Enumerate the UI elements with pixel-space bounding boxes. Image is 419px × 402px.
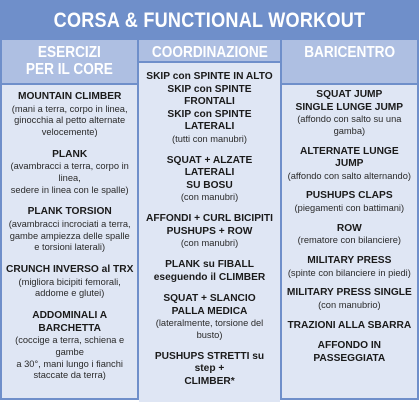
exercise-name: CLIMBER* <box>184 376 235 388</box>
exercise-name: ALTERNATE LUNGE JUMP <box>299 145 399 170</box>
exercise-name: PLANK <box>52 148 88 160</box>
exercise-item: AFFONDI + CURL BICIPITI PUSHUPS + ROW (con… <box>143 213 275 250</box>
exercise-description: e torsioni laterali) <box>34 242 106 253</box>
exercise-item: SQUAT JUMP SINGLE LUNGE JUMP (affondo con … <box>286 89 413 138</box>
column-body-coordinazione: SKIP con SPINTE IN ALTO SKIP con SPINTE F… <box>139 63 280 402</box>
exercise-description: staccate da terra) <box>33 370 106 381</box>
exercise-item: PLANK TORSION (avambracci incrociati a te… <box>6 206 133 254</box>
exercise-name: TRAZIONI ALLA SBARRA <box>287 319 412 331</box>
exercise-item: ROW (rematore con bilanciere) <box>286 223 413 247</box>
exercise-item: CRUNCH INVERSO al TRX (migliora bicipiti … <box>6 264 133 300</box>
page-title: CORSA & FUNCTIONAL WORKOUT <box>53 9 366 32</box>
exercise-description: ginocchia al petto alternate <box>14 115 126 126</box>
exercise-name: ROW <box>336 222 362 234</box>
exercise-item: PUSHUPS CLAPS (piegamenti con battimani) <box>286 190 413 214</box>
exercise-description: (rematore con bilanciere) <box>297 235 401 246</box>
exercise-name: CRUNCH INVERSO al TRX <box>6 264 134 276</box>
exercise-description: (avambracci incrociati a terra, <box>8 219 131 229</box>
exercise-name: MILITARY PRESS <box>307 255 392 267</box>
exercise-item: SQUAT + ALZATE LATERALI SU BOSU (con manub… <box>143 155 275 204</box>
column-core: ESERCIZI PER IL CORE MOUNTAIN CLIMBER (man… <box>2 40 138 398</box>
exercise-table: ESERCIZI PER IL CORE MOUNTAIN CLIMBER (man… <box>2 40 417 402</box>
column-coordinazione: COORDINAZIONE SKIP con SPINTE IN ALTO SKI… <box>139 40 280 402</box>
exercise-name: SKIP con SPINTE LATERALI <box>167 108 252 133</box>
column-header-line: BARICENTRO <box>303 44 395 61</box>
exercise-item: MILITARY PRESS SINGLE (con manubrio) <box>286 287 413 311</box>
exercise-item: SQUAT + SLANCIO PALLA MEDICA (lateralmente… <box>143 293 275 342</box>
exercise-name: PLANK TORSION <box>27 206 112 218</box>
exercise-name: PUSHUPS STRETTI su step + <box>154 350 265 375</box>
exercise-item: ALTERNATE LUNGE JUMP (affondo con salto a… <box>286 146 413 183</box>
exercise-name: MILITARY PRESS SINGLE <box>286 287 412 299</box>
exercise-name: PALLA MEDICA <box>171 305 248 317</box>
exercise-item: ADDOMINALI A BARCHETTA (coccige a terra, … <box>6 310 133 382</box>
exercise-name: PUSHUPS CLAPS <box>306 190 393 202</box>
exercise-description: (con manubrio) <box>318 299 381 310</box>
column-header-line: COORDINAZIONE <box>151 44 268 61</box>
exercise-name: SQUAT JUMP <box>316 89 383 100</box>
exercise-name: SKIP con SPINTE FRONTALI <box>167 83 252 108</box>
exercise-item: SKIP con SPINTE IN ALTO SKIP con SPINTE F… <box>143 71 275 146</box>
exercise-name: SINGLE LUNGE JUMP <box>295 101 404 113</box>
exercise-name: PLANK su FIBALL <box>165 259 254 271</box>
exercise-description: (lateralmente, torsione del busto) <box>155 318 264 341</box>
exercise-name: PUSHUPS + ROW <box>166 225 253 237</box>
exercise-item: MOUNTAIN CLIMBER (mani a terra, corpo in … <box>6 91 133 139</box>
exercise-item: TRAZIONI ALLA SBARRA <box>286 320 413 333</box>
exercise-description: (coccige a terra, schiena e gambe <box>15 335 125 357</box>
exercise-name: MOUNTAIN CLIMBER <box>17 91 122 102</box>
exercise-description: (piegamenti con battimani) <box>294 203 405 214</box>
exercise-description: (mani a terra, corpo in linea, <box>11 103 128 114</box>
exercise-description: (spinte con bilanciere in piedi) <box>287 267 411 278</box>
exercise-description: sedere in linea con le spalle) <box>10 184 129 195</box>
column-body-baricentro: SQUAT JUMP SINGLE LUNGE JUMP (affondo con … <box>281 85 417 398</box>
exercise-item: AFFONDO IN PASSEGGIATA <box>286 340 413 365</box>
column-body-core: MOUNTAIN CLIMBER (mani a terra, corpo in … <box>2 85 138 398</box>
exercise-item: PLANK (avambracci a terra, corpo in linea… <box>6 149 133 197</box>
column-baricentro: BARICENTRO SQUAT JUMP SINGLE LUNGE JUMP (a… <box>281 40 417 398</box>
exercise-description: (affondo con salto alternando) <box>287 170 411 181</box>
exercise-name: SKIP con SPINTE IN ALTO <box>146 71 273 82</box>
exercise-name: eseguendo il CLIMBER <box>153 271 266 283</box>
exercise-item: MILITARY PRESS (spinte con bilanciere in … <box>286 255 413 279</box>
exercise-description: (con manubri) <box>180 192 239 203</box>
exercise-name: SQUAT + SLANCIO <box>163 293 256 305</box>
exercise-description: gambe ampiezza delle spalle <box>9 230 130 241</box>
exercise-name: SU BOSU <box>186 179 233 191</box>
exercise-description: (con manubri) <box>180 238 239 249</box>
column-header-baricentro: BARICENTRO <box>281 40 417 83</box>
exercise-description: addome e glutei) <box>35 288 105 299</box>
exercise-description: a 30°, mani lungo i fianchi <box>16 358 123 369</box>
exercise-name: AFFONDI + CURL BICIPITI <box>146 213 273 225</box>
column-header-line: ESERCIZI <box>38 44 102 61</box>
column-header-line: PER IL CORE <box>26 61 114 78</box>
column-header-core: ESERCIZI PER IL CORE <box>2 40 138 83</box>
column-header-coordinazione: COORDINAZIONE <box>139 40 280 61</box>
exercise-name: AFFONDO IN PASSEGGIATA <box>313 340 386 364</box>
exercise-description: (avambracci a terra, corpo in linea, <box>10 161 129 183</box>
exercise-description: (migliora bicipiti femorali, <box>18 276 121 287</box>
exercise-name: ADDOMINALI A BARCHETTA <box>32 310 108 334</box>
exercise-description: (tutti con manubri) <box>172 133 247 144</box>
exercise-description: velocemente) <box>41 127 98 137</box>
exercise-item: PUSHUPS STRETTI su step + CLIMBER* <box>143 351 275 389</box>
exercise-item: PLANK su FIBALL eseguendo il CLIMBER <box>143 259 275 284</box>
exercise-name: SQUAT + ALZATE LATERALI <box>166 154 253 179</box>
exercise-description: (affondo con salto su una gamba) <box>297 114 402 136</box>
